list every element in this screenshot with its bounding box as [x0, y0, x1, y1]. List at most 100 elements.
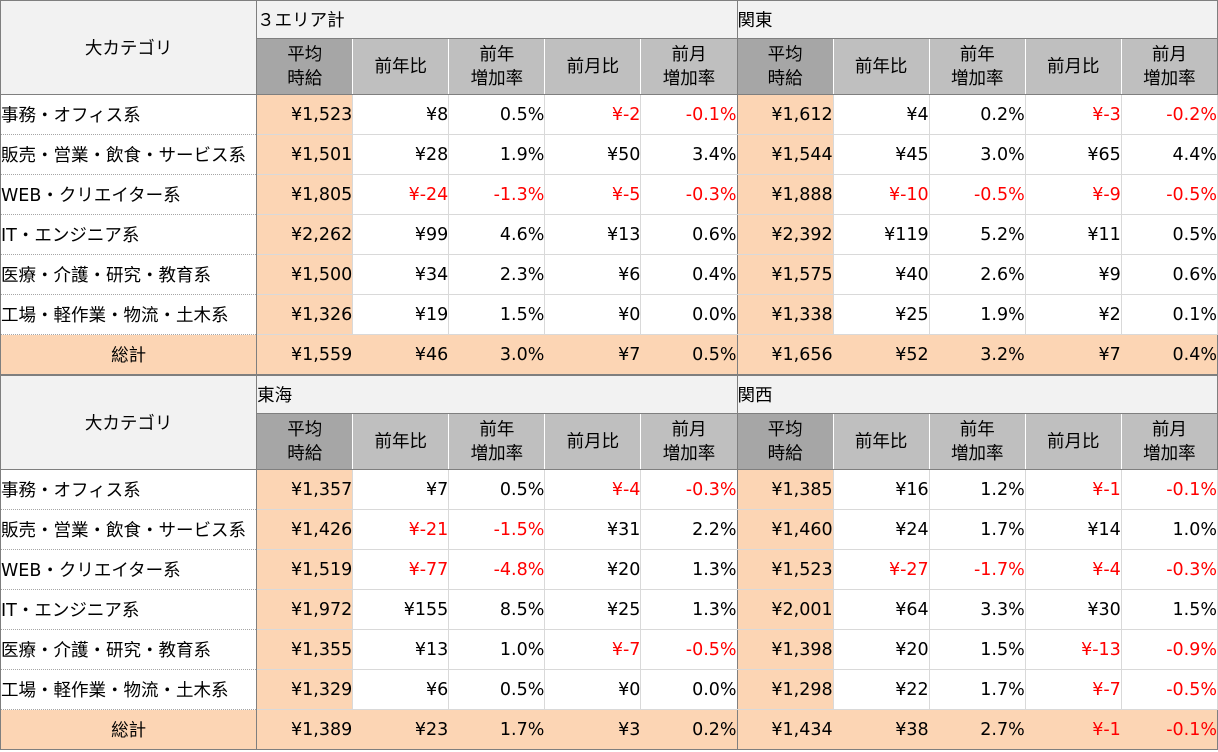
table-row: IT・エンジニア系 ¥2,262 ¥99 4.6% ¥13 0.6% ¥2,392 ¥119 5… [0, 214, 1218, 255]
cell-yoy: ¥-10 [833, 174, 930, 215]
cell-yoy: ¥46 [352, 334, 450, 375]
cell-yoy: ¥7 [352, 469, 450, 510]
column-header-mom: 前月比 [544, 38, 642, 95]
category-label: 医療・介護・研究・教育系 [0, 629, 258, 670]
cell-mom: ¥2 [1025, 294, 1122, 335]
column-header-avg-wage: 平均 時給 [737, 38, 834, 95]
cell-avg-wage: ¥1,500 [256, 254, 354, 295]
table-row: 医療・介護・研究・教育系 ¥1,500 ¥34 2.3% ¥6 0.4% ¥1,575 ¥40… [0, 254, 1218, 295]
cell-mom: ¥7 [544, 334, 642, 375]
table-row: 販売・営業・飲食・サービス系 ¥1,501 ¥28 1.9% ¥50 3.4% ¥1,544… [0, 134, 1218, 175]
column-header-yoy-rate: 前年 増加率 [448, 38, 546, 95]
cell-yoy: ¥24 [833, 509, 930, 550]
category-label: 医療・介護・研究・教育系 [0, 254, 258, 295]
cell-yoy-rate: -0.5% [929, 174, 1026, 215]
cell-mom-rate: 0.0% [640, 669, 738, 710]
cell-mom: ¥0 [544, 294, 642, 335]
column-header-yoy: 前年比 [352, 38, 450, 95]
cell-yoy: ¥64 [833, 589, 930, 630]
cell-mom-rate: -0.9% [1121, 629, 1218, 670]
column-header-mom-rate: 前月 増加率 [1121, 38, 1218, 95]
cell-yoy: ¥-24 [352, 174, 450, 215]
cell-avg-wage: ¥1,298 [737, 669, 834, 710]
category-label: WEB・クリエイター系 [0, 174, 258, 215]
cell-mom-rate: 0.1% [1121, 294, 1218, 335]
column-header-avg-wage: 平均 時給 [256, 413, 354, 470]
table-row: 事務・オフィス系 ¥1,523 ¥8 0.5% ¥-2 -0.1% ¥1,612 ¥4 0.2%… [0, 94, 1218, 135]
table-row: 医療・介護・研究・教育系 ¥1,355 ¥13 1.0% ¥-7 -0.5% ¥1,398 ¥… [0, 629, 1218, 670]
cell-avg-wage: ¥1,338 [737, 294, 834, 335]
cell-mom: ¥-2 [544, 94, 642, 135]
cell-avg-wage: ¥1,656 [737, 334, 834, 375]
cell-mom: ¥0 [544, 669, 642, 710]
cell-mom: ¥14 [1025, 509, 1122, 550]
cell-yoy: ¥16 [833, 469, 930, 510]
cell-yoy-rate: 1.7% [929, 509, 1026, 550]
category-label: IT・エンジニア系 [0, 589, 258, 630]
cell-yoy-rate: -4.8% [448, 549, 546, 590]
cell-yoy-rate: 3.0% [448, 334, 546, 375]
cell-mom: ¥-7 [1025, 669, 1122, 710]
cell-mom-rate: -0.2% [1121, 94, 1218, 135]
cell-avg-wage: ¥1,501 [256, 134, 354, 175]
area-name: 関東 [736, 0, 1218, 39]
cell-yoy-rate: 2.3% [448, 254, 546, 295]
cell-mom-rate: 0.4% [1121, 334, 1218, 375]
cell-mom-rate: -0.3% [1121, 549, 1218, 590]
category-label: 工場・軽作業・物流・土木系 [0, 669, 258, 710]
cell-yoy-rate: 8.5% [448, 589, 546, 630]
cell-mom: ¥6 [544, 254, 642, 295]
table-row: 工場・軽作業・物流・土木系 ¥1,329 ¥6 0.5% ¥0 0.0% ¥1,298 ¥22… [0, 669, 1218, 710]
cell-mom-rate: 4.4% [1121, 134, 1218, 175]
column-header-yoy-rate: 前年 増加率 [448, 413, 546, 470]
cell-mom-rate: -0.5% [1121, 669, 1218, 710]
cell-mom: ¥-4 [1025, 549, 1122, 590]
cell-yoy: ¥-27 [833, 549, 930, 590]
column-header-mom: 前月比 [544, 413, 642, 470]
cell-mom-rate: 1.0% [1121, 509, 1218, 550]
cell-avg-wage: ¥1,389 [256, 709, 354, 750]
cell-mom: ¥-3 [1025, 94, 1122, 135]
table-row: 事務・オフィス系 ¥1,357 ¥7 0.5% ¥-4 -0.3% ¥1,385 ¥16 1.2… [0, 469, 1218, 510]
table-row: WEB・クリエイター系 ¥1,805 ¥-24 -1.3% ¥-5 -0.3% ¥1,888… [0, 174, 1218, 215]
cell-mom-rate: -0.3% [640, 469, 738, 510]
cell-avg-wage: ¥1,398 [737, 629, 834, 670]
cell-mom: ¥-13 [1025, 629, 1122, 670]
cell-mom-rate: 0.2% [640, 709, 738, 750]
cell-avg-wage: ¥2,262 [256, 214, 354, 255]
area-table-block: 大カテゴリ ３エリア計 関東 平均 時給 前年比 前年 増加率 前月比 前月 増加率 平均 時給 前年比前… [0, 0, 1218, 375]
cell-avg-wage: ¥1,385 [737, 469, 834, 510]
column-header-avg-wage: 平均 時給 [737, 413, 834, 470]
cell-avg-wage: ¥1,357 [256, 469, 354, 510]
cell-avg-wage: ¥1,460 [737, 509, 834, 550]
cell-yoy-rate: 0.5% [448, 94, 546, 135]
area-name: 関西 [736, 375, 1218, 414]
cell-mom: ¥25 [544, 589, 642, 630]
column-header-mom-rate: 前月 増加率 [1121, 413, 1218, 470]
cell-mom-rate: 0.5% [1121, 214, 1218, 255]
cell-avg-wage: ¥1,575 [737, 254, 834, 295]
cell-avg-wage: ¥1,355 [256, 629, 354, 670]
category-header: 大カテゴリ [0, 0, 258, 95]
cell-avg-wage: ¥2,392 [737, 214, 834, 255]
cell-mom-rate: 0.0% [640, 294, 738, 335]
table-row: 販売・営業・飲食・サービス系 ¥1,426 ¥-21 -1.5% ¥31 2.2% ¥1,4… [0, 509, 1218, 550]
cell-avg-wage: ¥1,888 [737, 174, 834, 215]
cell-yoy-rate: 3.3% [929, 589, 1026, 630]
cell-avg-wage: ¥1,426 [256, 509, 354, 550]
cell-yoy: ¥45 [833, 134, 930, 175]
cell-yoy: ¥8 [352, 94, 450, 135]
cell-avg-wage: ¥1,972 [256, 589, 354, 630]
cell-yoy-rate: 1.9% [929, 294, 1026, 335]
cell-yoy-rate: -1.3% [448, 174, 546, 215]
cell-mom: ¥9 [1025, 254, 1122, 295]
column-header-row: 平均 時給 前年比 前年 増加率 前月比 前月 増加率 平均 時給 前年比 前年 増加率 前月比 前月 増加率 [1, 413, 1218, 470]
cell-yoy-rate: 3.0% [929, 134, 1026, 175]
cell-mom: ¥65 [1025, 134, 1122, 175]
cell-mom-rate: 3.4% [640, 134, 738, 175]
area-header-row: 大カテゴリ 東海 関西 [0, 375, 1218, 470]
category-label: 事務・オフィス系 [0, 469, 258, 510]
area-name: ３エリア計 [256, 0, 738, 39]
cell-yoy-rate: 1.7% [929, 669, 1026, 710]
column-header-yoy: 前年比 [833, 413, 930, 470]
